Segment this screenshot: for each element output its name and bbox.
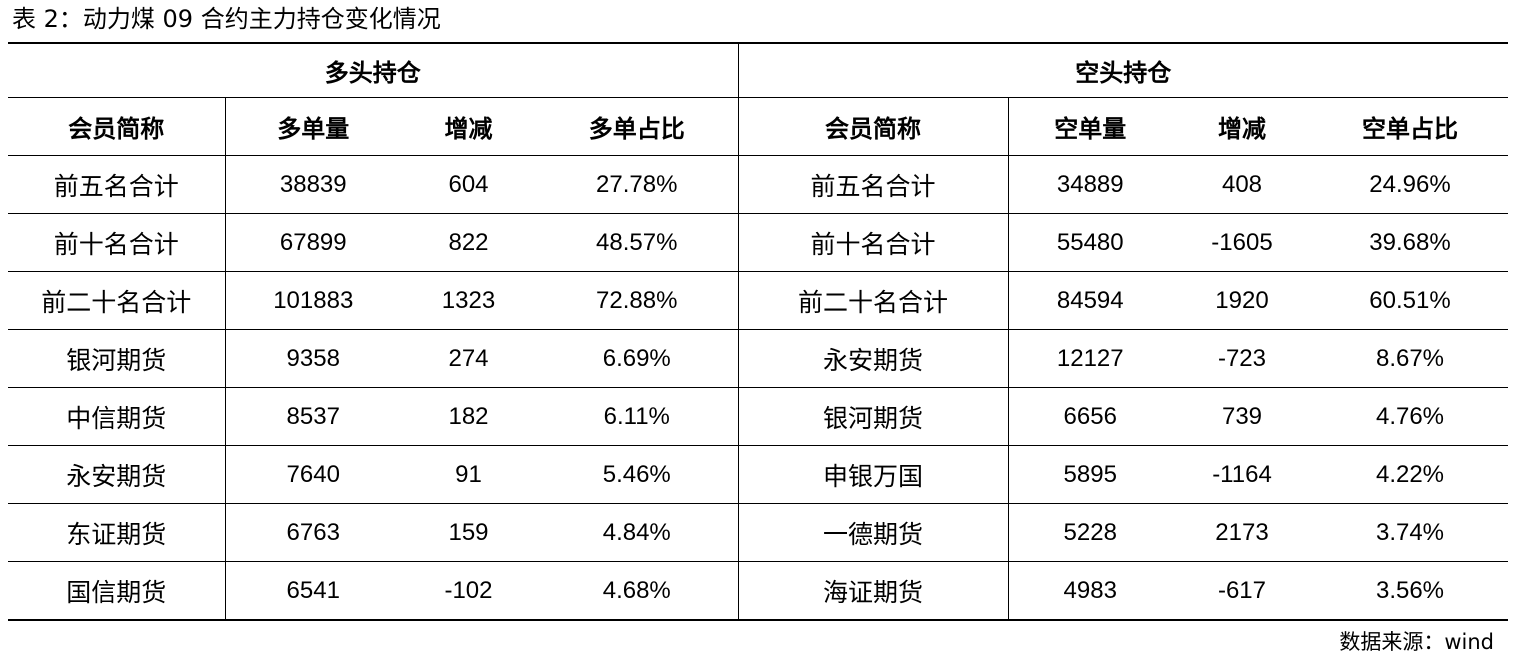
cell-long-volume: 101883	[225, 271, 401, 330]
table-caption: 表 2：动力煤 09 合约主力持仓变化情况	[12, 5, 441, 33]
col-header-short-change: 增减	[1172, 97, 1312, 156]
col-header-long-volume: 多单量	[225, 97, 401, 156]
cell-long-share: 27.78%	[536, 155, 739, 214]
cell-long-member: 前五名合计	[8, 155, 226, 214]
cell-short-change: 408	[1172, 155, 1312, 214]
cell-short-member: 前十名合计	[738, 213, 1009, 272]
table-row: 银河期货 9358 274 6.69% 永安期货 12127 -723 8.67%	[8, 329, 1508, 388]
cell-long-share: 4.68%	[536, 561, 739, 621]
column-header-row: 会员简称 多单量 增减 多单占比 会员简称 空单量 增减 空单占比	[8, 97, 1508, 156]
cell-long-share: 72.88%	[536, 271, 739, 330]
cell-short-volume: 6656	[1008, 387, 1172, 446]
cell-short-volume: 4983	[1008, 561, 1172, 621]
table-row: 前十名合计 67899 822 48.57% 前十名合计 55480 -1605 39.68%	[8, 213, 1508, 272]
cell-long-member: 前十名合计	[8, 213, 226, 272]
cell-long-share: 6.11%	[536, 387, 739, 446]
cell-long-share: 6.69%	[536, 329, 739, 388]
cell-long-change: 1323	[401, 271, 536, 330]
cell-short-share: 39.68%	[1312, 213, 1508, 272]
col-header-short-share: 空单占比	[1312, 97, 1508, 156]
cell-short-share: 8.67%	[1312, 329, 1508, 388]
cell-short-member: 前二十名合计	[738, 271, 1009, 330]
col-header-long-change: 增减	[401, 97, 536, 156]
table-row: 中信期货 8537 182 6.11% 银河期货 6656 739 4.76%	[8, 387, 1508, 446]
short-positions-header: 空头持仓	[738, 42, 1508, 98]
cell-long-share: 4.84%	[536, 503, 739, 562]
cell-short-change: -617	[1172, 561, 1312, 621]
cell-short-member: 一德期货	[738, 503, 1009, 562]
cell-long-share: 48.57%	[536, 213, 739, 272]
cell-long-change: 274	[401, 329, 536, 388]
cell-short-change: 2173	[1172, 503, 1312, 562]
cell-long-change: 604	[401, 155, 536, 214]
cell-short-change: 1920	[1172, 271, 1312, 330]
cell-short-change: -1605	[1172, 213, 1312, 272]
cell-short-volume: 5228	[1008, 503, 1172, 562]
cell-short-volume: 84594	[1008, 271, 1172, 330]
cell-short-change: -1164	[1172, 445, 1312, 504]
cell-long-volume: 8537	[225, 387, 401, 446]
data-source-note: 数据来源：wind	[1339, 630, 1494, 654]
table-row: 永安期货 7640 91 5.46% 申银万国 5895 -1164 4.22%	[8, 445, 1508, 504]
cell-long-change: 182	[401, 387, 536, 446]
cell-short-share: 4.22%	[1312, 445, 1508, 504]
cell-short-member: 申银万国	[738, 445, 1009, 504]
cell-long-member: 中信期货	[8, 387, 226, 446]
position-table: 多头持仓 空头持仓 会员简称 多单量 增减 多单占比 会员简称 空单量 增减 空…	[8, 42, 1508, 621]
table-row: 国信期货 6541 -102 4.68% 海证期货 4983 -617 3.56%	[8, 561, 1508, 621]
cell-short-member: 前五名合计	[738, 155, 1009, 214]
cell-short-share: 4.76%	[1312, 387, 1508, 446]
cell-long-change: 159	[401, 503, 536, 562]
cell-short-volume: 34889	[1008, 155, 1172, 214]
cell-short-volume: 55480	[1008, 213, 1172, 272]
long-positions-header: 多头持仓	[8, 42, 739, 98]
cell-short-member: 永安期货	[738, 329, 1009, 388]
cell-long-volume: 9358	[225, 329, 401, 388]
cell-long-member: 永安期货	[8, 445, 226, 504]
cell-long-share: 5.46%	[536, 445, 739, 504]
col-header-long-member: 会员简称	[8, 97, 226, 156]
cell-long-volume: 6541	[225, 561, 401, 621]
cell-long-volume: 38839	[225, 155, 401, 214]
cell-short-share: 24.96%	[1312, 155, 1508, 214]
table-row: 东证期货 6763 159 4.84% 一德期货 5228 2173 3.74%	[8, 503, 1508, 562]
cell-short-share: 3.74%	[1312, 503, 1508, 562]
cell-short-volume: 5895	[1008, 445, 1172, 504]
cell-short-change: -723	[1172, 329, 1312, 388]
table-body: 前五名合计 38839 604 27.78% 前五名合计 34889 408 24.96% 前十…	[8, 155, 1508, 621]
cell-long-change: 91	[401, 445, 536, 504]
table-row: 前二十名合计 101883 1323 72.88% 前二十名合计 84594 1920 60.…	[8, 271, 1508, 330]
cell-long-volume: 6763	[225, 503, 401, 562]
cell-long-volume: 7640	[225, 445, 401, 504]
table-row: 前五名合计 38839 604 27.78% 前五名合计 34889 408 24.96%	[8, 155, 1508, 214]
cell-long-change: 822	[401, 213, 536, 272]
cell-short-member: 银河期货	[738, 387, 1009, 446]
cell-long-volume: 67899	[225, 213, 401, 272]
cell-long-member: 前二十名合计	[8, 271, 226, 330]
cell-short-share: 3.56%	[1312, 561, 1508, 621]
cell-short-share: 60.51%	[1312, 271, 1508, 330]
col-header-short-member: 会员简称	[738, 97, 1009, 156]
cell-short-change: 739	[1172, 387, 1312, 446]
col-header-long-share: 多单占比	[536, 97, 739, 156]
cell-short-volume: 12127	[1008, 329, 1172, 388]
group-header-row: 多头持仓 空头持仓	[8, 42, 1508, 98]
cell-short-member: 海证期货	[738, 561, 1009, 621]
cell-long-change: -102	[401, 561, 536, 621]
cell-long-member: 银河期货	[8, 329, 226, 388]
cell-long-member: 东证期货	[8, 503, 226, 562]
col-header-short-volume: 空单量	[1008, 97, 1172, 156]
cell-long-member: 国信期货	[8, 561, 226, 621]
